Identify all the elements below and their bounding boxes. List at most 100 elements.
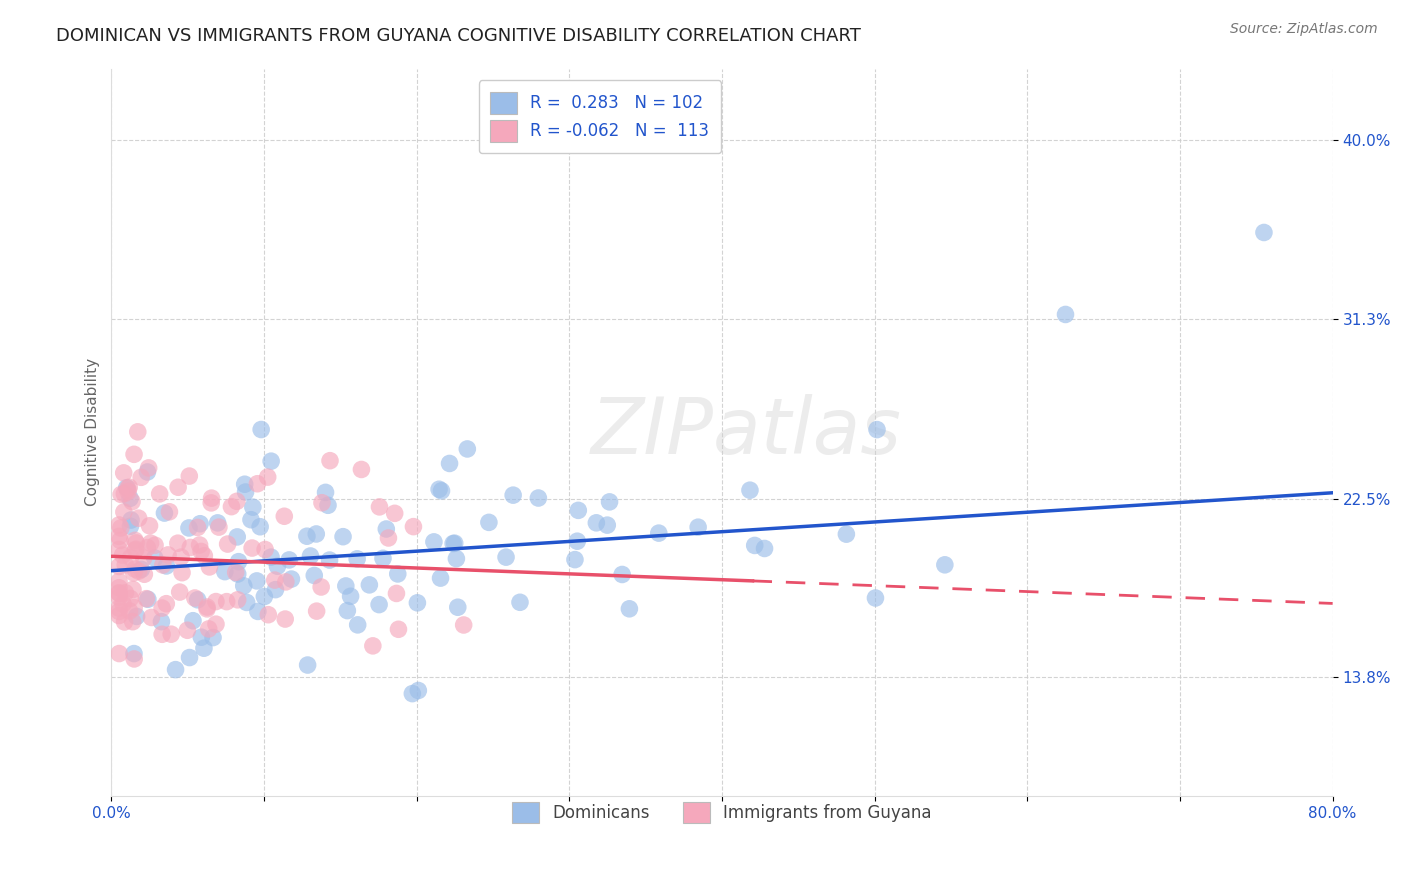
Point xyxy=(125,542,148,557)
Point xyxy=(118,604,141,618)
Point xyxy=(129,470,152,484)
Point xyxy=(141,610,163,624)
Point xyxy=(423,534,446,549)
Point xyxy=(375,522,398,536)
Point xyxy=(368,500,391,514)
Point xyxy=(127,425,149,439)
Point xyxy=(295,529,318,543)
Point xyxy=(205,617,228,632)
Point xyxy=(246,604,269,618)
Point xyxy=(385,586,408,600)
Point xyxy=(408,683,430,698)
Point xyxy=(441,536,464,550)
Point xyxy=(143,551,166,566)
Point xyxy=(108,608,131,623)
Point xyxy=(217,537,239,551)
Point xyxy=(406,596,429,610)
Point xyxy=(456,442,478,456)
Point xyxy=(121,494,143,508)
Point xyxy=(195,600,218,615)
Point xyxy=(200,491,222,505)
Point xyxy=(427,482,450,496)
Point xyxy=(152,558,174,572)
Point xyxy=(495,550,517,565)
Point xyxy=(319,453,342,467)
Point xyxy=(188,538,211,552)
Point xyxy=(502,488,524,502)
Point xyxy=(377,531,399,545)
Point xyxy=(200,496,222,510)
Point xyxy=(170,566,193,580)
Point xyxy=(120,491,142,506)
Point xyxy=(207,516,229,530)
Point xyxy=(135,591,157,606)
Point xyxy=(835,527,858,541)
Point xyxy=(167,480,190,494)
Point xyxy=(190,630,212,644)
Point xyxy=(256,470,278,484)
Point xyxy=(316,498,339,512)
Point xyxy=(193,641,215,656)
Point xyxy=(198,560,221,574)
Point xyxy=(120,550,142,565)
Point xyxy=(108,601,131,615)
Point xyxy=(157,548,180,562)
Point xyxy=(260,454,283,468)
Point xyxy=(564,552,586,566)
Point xyxy=(232,579,254,593)
Point xyxy=(108,533,131,548)
Point xyxy=(332,530,354,544)
Point xyxy=(249,520,271,534)
Point xyxy=(619,602,641,616)
Point xyxy=(596,518,619,533)
Point xyxy=(226,566,249,581)
Point xyxy=(108,591,131,605)
Point xyxy=(202,631,225,645)
Point xyxy=(181,614,204,628)
Point xyxy=(136,541,159,555)
Point xyxy=(253,590,276,604)
Point xyxy=(274,612,297,626)
Point xyxy=(447,600,470,615)
Point xyxy=(112,505,135,519)
Point xyxy=(443,536,465,550)
Point xyxy=(478,516,501,530)
Point xyxy=(336,604,359,618)
Point xyxy=(136,465,159,479)
Text: DOMINICAN VS IMMIGRANTS FROM GUYANA COGNITIVE DISABILITY CORRELATION CHART: DOMINICAN VS IMMIGRANTS FROM GUYANA COGN… xyxy=(56,27,860,45)
Point xyxy=(274,574,297,589)
Point xyxy=(309,580,332,594)
Point xyxy=(187,592,209,607)
Point xyxy=(132,551,155,566)
Point xyxy=(346,618,368,632)
Point xyxy=(179,469,201,483)
Point xyxy=(240,541,263,555)
Point xyxy=(197,622,219,636)
Y-axis label: Cognitive Disability: Cognitive Disability xyxy=(86,359,100,507)
Point xyxy=(254,542,277,557)
Point xyxy=(143,538,166,552)
Point xyxy=(208,520,231,534)
Point xyxy=(108,574,131,589)
Point xyxy=(305,527,328,541)
Point xyxy=(384,506,406,520)
Point xyxy=(138,518,160,533)
Point xyxy=(166,536,188,550)
Point xyxy=(865,591,887,605)
Point xyxy=(263,573,285,587)
Point xyxy=(187,520,209,534)
Point xyxy=(170,550,193,565)
Point xyxy=(165,663,187,677)
Point xyxy=(371,551,394,566)
Point xyxy=(738,483,761,498)
Point xyxy=(176,624,198,638)
Point xyxy=(122,447,145,461)
Point xyxy=(225,494,247,508)
Point xyxy=(108,605,131,619)
Point xyxy=(233,477,256,491)
Text: Source: ZipAtlas.com: Source: ZipAtlas.com xyxy=(1230,22,1378,37)
Point xyxy=(585,516,607,530)
Point xyxy=(361,639,384,653)
Point xyxy=(177,521,200,535)
Point xyxy=(453,618,475,632)
